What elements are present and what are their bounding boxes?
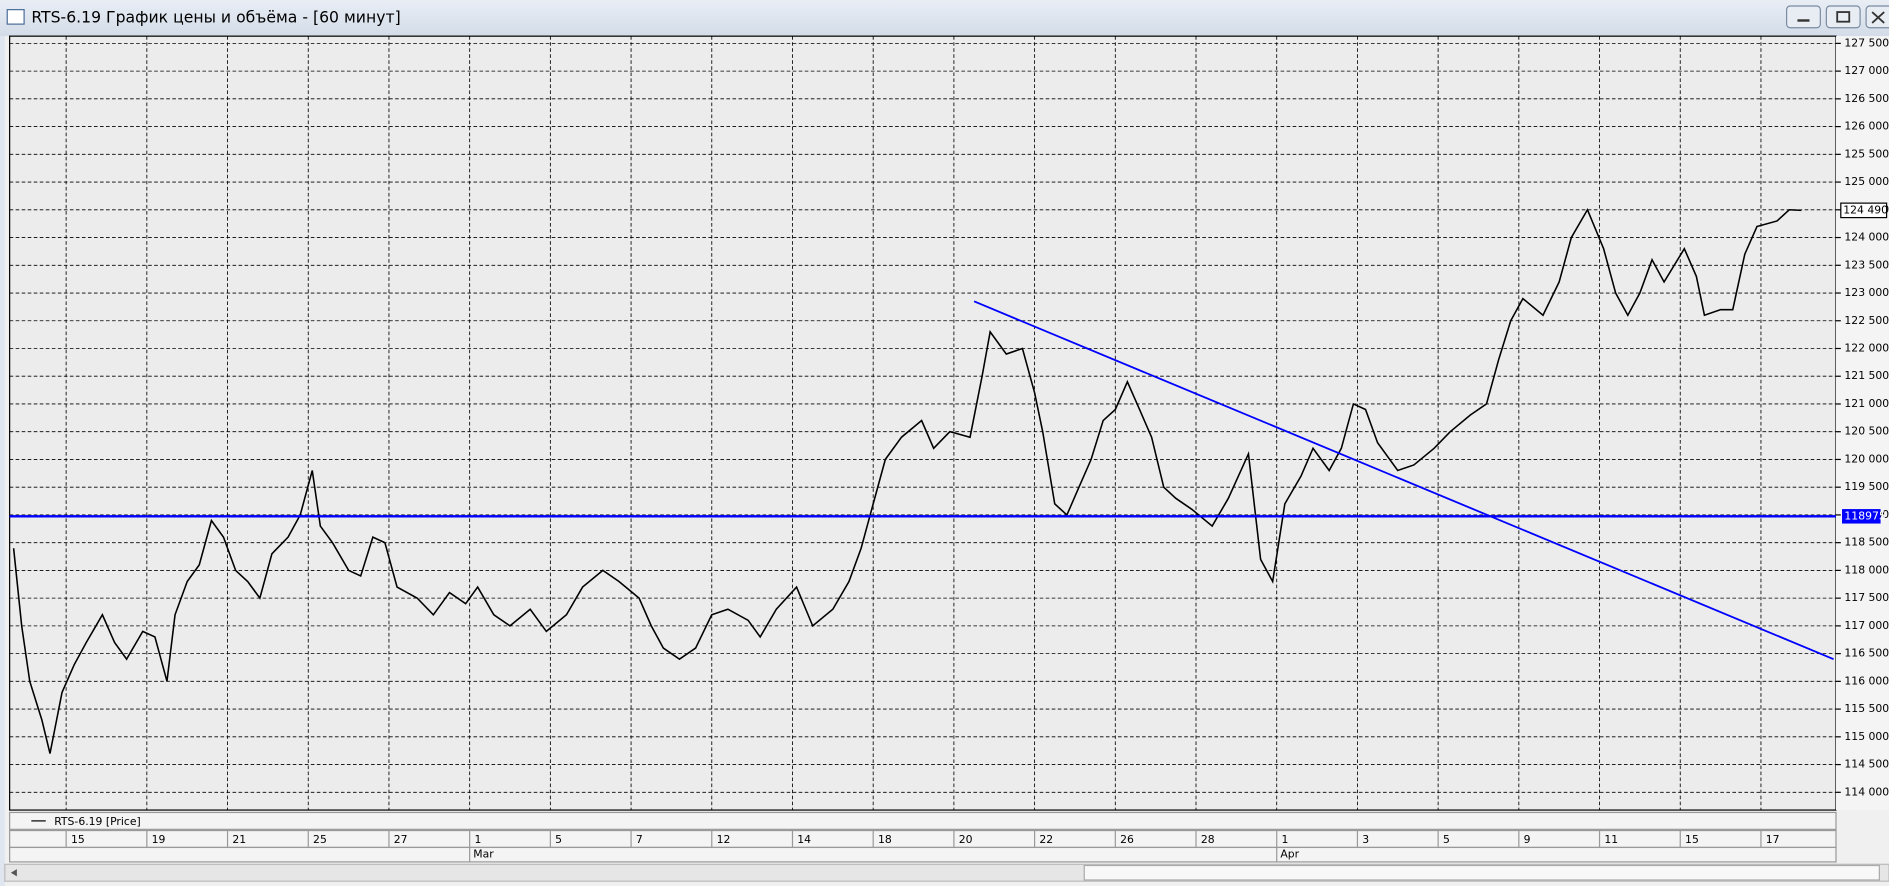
x-tick-label: 1: [1282, 833, 1289, 846]
x-tick-label: 18: [878, 833, 892, 846]
y-tick-label: 119 500: [1844, 480, 1889, 493]
y-tick-label: 116 500: [1844, 647, 1889, 660]
x-tick-label: 26: [1120, 833, 1134, 846]
x-tick-label: 14: [797, 833, 811, 846]
x-tick-label: 5: [1443, 833, 1450, 846]
y-tick-label: 120 500: [1844, 425, 1889, 438]
date-row: [9, 829, 1837, 849]
support-label-box: [1842, 509, 1881, 524]
x-tick-label: 15: [71, 833, 85, 846]
scroll-left-arrow[interactable]: [10, 869, 17, 877]
y-tick-label: 123 000: [1844, 286, 1889, 299]
x-tick-label: 7: [636, 833, 643, 846]
window-title: RTS-6.19 График цены и объёма - [60 мину…: [31, 8, 400, 27]
minimize-button[interactable]: [1785, 5, 1821, 29]
y-tick-label: 123 500: [1844, 258, 1889, 271]
y-tick-label: 118 000: [1844, 563, 1889, 576]
last-price-box: [1840, 202, 1888, 219]
trend-line: [973, 300, 1834, 660]
month-label: Mar: [473, 848, 494, 861]
month-label: Apr: [1280, 848, 1299, 861]
x-tick-label: 22: [1039, 833, 1053, 846]
y-tick-label: 127 000: [1844, 64, 1889, 77]
close-glyph: [1871, 11, 1885, 24]
legend-label: RTS-6.19 [Price]: [54, 815, 141, 828]
last-price-label: 124 490: [1843, 203, 1888, 216]
y-tick-label: 117 500: [1844, 591, 1889, 604]
x-tick-label: 28: [1201, 833, 1215, 846]
x-tick-label: 25: [313, 833, 327, 846]
y-tick-label: 126 500: [1844, 92, 1889, 105]
x-tick-label: 20: [959, 833, 973, 846]
y-tick-label: 124 000: [1844, 231, 1889, 244]
y-tick-label: 121 500: [1844, 369, 1889, 382]
scrollbar-thumb[interactable]: [1083, 864, 1880, 881]
y-tick-label: 121 000: [1844, 397, 1889, 410]
y-tick-label: 127 500: [1844, 36, 1889, 49]
x-tick-label: 11: [1604, 833, 1618, 846]
y-tick-label: 115 500: [1844, 702, 1889, 715]
y-tick-label: 114 000: [1844, 785, 1889, 798]
maximize-button[interactable]: [1825, 5, 1861, 29]
y-tick-label: 122 000: [1844, 341, 1889, 354]
x-tick-label: 9: [1524, 833, 1531, 846]
y-tick-label: 117 000: [1844, 619, 1889, 632]
x-tick-label: 5: [555, 833, 562, 846]
y-tick-label: 116 000: [1844, 674, 1889, 687]
legend-row: [9, 811, 1837, 830]
window-icon: [6, 9, 25, 25]
x-tick-label: 21: [232, 833, 246, 846]
chart-layer: 114 000 114 500 115 000 115 500 116 000 116 5…: [9, 36, 1889, 862]
x-tick-label: 1: [474, 833, 481, 846]
y-tick-label: 115 000: [1844, 730, 1889, 743]
month-row: [9, 846, 1837, 863]
y-tick-label: 120 000: [1844, 452, 1889, 465]
title-bar: [0, 0, 1889, 37]
x-tick-label: 12: [717, 833, 731, 846]
maximize-glyph: [1836, 11, 1851, 23]
y-tick-label: 125 500: [1844, 147, 1889, 160]
x-tick-label: 3: [1362, 833, 1369, 846]
x-tick-label: 15: [1685, 833, 1699, 846]
x-tick-label: 27: [394, 833, 408, 846]
y-tick-label: 118 500: [1844, 536, 1889, 549]
y-tick-label: 125 000: [1844, 175, 1889, 188]
support-label: 118975: [1844, 509, 1885, 522]
y-tick-label: 114 500: [1844, 758, 1889, 771]
x-tick-label: 17: [1766, 833, 1780, 846]
x-tick-label: 19: [152, 833, 166, 846]
y-tick-label: 126 000: [1844, 120, 1889, 133]
price-axis: [1835, 36, 1889, 811]
price-line: [12, 207, 1802, 754]
y-tick-label: 122 500: [1844, 314, 1889, 327]
